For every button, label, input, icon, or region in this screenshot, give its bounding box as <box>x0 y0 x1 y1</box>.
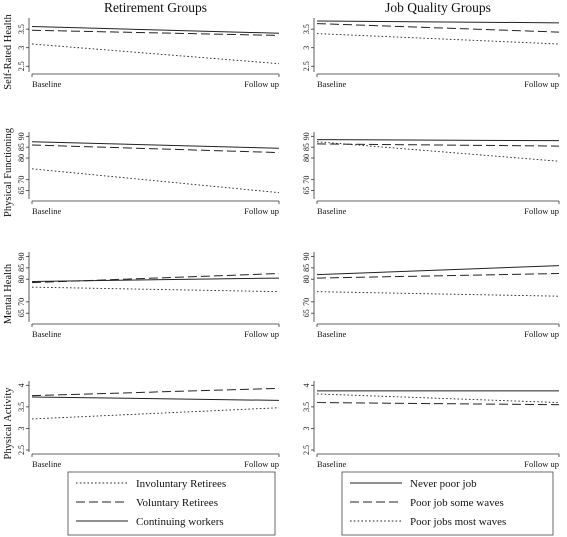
row-label: Physical Functioning <box>3 127 14 217</box>
y-tick-label: 70 <box>17 176 26 184</box>
legend-entry-label: Voluntary Retirees <box>136 497 218 509</box>
panel-2-1: 65 70 80 85 90 Baseline Follow up <box>302 252 560 339</box>
series-line-dotted <box>316 33 560 45</box>
x-tick-label: Follow up <box>524 459 559 469</box>
y-tick-label: 3 <box>302 46 311 50</box>
series-line-dotted <box>31 43 280 65</box>
legend-box <box>67 471 276 536</box>
panel-3-0: 2.5 3 3.5 4 Baseline Follow up <box>17 381 280 469</box>
legend-entry-label: Poor jobs most waves <box>410 516 506 528</box>
series-line-dashed <box>316 273 560 279</box>
x-tick-label: Follow up <box>524 79 559 89</box>
y-tick-label: 85 <box>17 143 26 151</box>
series-line-dashed <box>316 23 560 33</box>
y-tick-label: 3 <box>17 426 26 430</box>
series-line-dotted <box>31 168 280 194</box>
x-tick-label: Follow up <box>524 206 559 216</box>
legend-retirement: Involuntary Retirees Voluntary Retirees Co… <box>67 471 276 536</box>
series-line-solid <box>316 139 560 142</box>
row-label: Self-Rated Health <box>3 13 14 89</box>
x-tick-label: Baseline <box>317 79 346 89</box>
y-tick-label: 3.5 <box>302 24 311 34</box>
legend-entry-label: Involuntary Retirees <box>136 478 226 490</box>
y-tick-label: 3.5 <box>302 402 311 412</box>
panel-0-1: 2.5 3 3.5 Baseline Follow up <box>302 18 560 89</box>
x-tick-label: Follow up <box>244 79 279 89</box>
x-tick-label: Baseline <box>317 459 346 469</box>
series-line-dotted <box>316 291 560 297</box>
panel-3-1: 2.5 3 3.5 4 Baseline Follow up <box>302 381 560 469</box>
x-tick-label: Baseline <box>32 79 61 89</box>
y-tick-label: 4 <box>302 383 311 387</box>
row-label: Physical Activity <box>3 387 14 460</box>
series-line-solid <box>31 396 280 401</box>
y-tick-label: 4 <box>17 383 26 387</box>
y-tick-label: 3 <box>302 426 311 430</box>
y-tick-label: 90 <box>17 132 26 140</box>
x-tick-label: Follow up <box>244 329 279 339</box>
y-tick-label: 2.5 <box>17 61 26 71</box>
y-tick-label: 85 <box>302 143 311 151</box>
x-tick-label: Follow up <box>524 329 559 339</box>
x-tick-label: Follow up <box>244 459 279 469</box>
panel-1-1: 65 70 80 85 90 Baseline Follow up <box>302 132 560 216</box>
y-tick-label: 65 <box>302 187 311 195</box>
y-tick-label: 70 <box>302 298 311 306</box>
x-tick-label: Baseline <box>317 329 346 339</box>
y-tick-label: 80 <box>302 154 311 162</box>
y-tick-label: 90 <box>302 253 311 261</box>
series-line-dashed <box>31 29 280 36</box>
x-tick-label: Baseline <box>32 329 61 339</box>
legend-entry-label: Continuing workers <box>136 516 224 528</box>
series-line-dashed <box>31 273 280 284</box>
x-tick-label: Baseline <box>32 459 61 469</box>
y-tick-label: 80 <box>302 275 311 283</box>
series-line-dotted <box>31 407 280 420</box>
y-tick-label: 2.5 <box>302 445 311 455</box>
column-title-job-quality: Job Quality Groups <box>385 0 491 15</box>
y-tick-label: 70 <box>302 176 311 184</box>
y-tick-label: 80 <box>17 275 26 283</box>
legend-box <box>341 471 554 536</box>
panel-2-0: 65 70 80 85 90 Baseline Follow up <box>17 252 280 339</box>
y-tick-label: 3 <box>17 46 26 50</box>
x-tick-label: Baseline <box>317 206 346 216</box>
series-line-dotted <box>31 286 280 293</box>
series-line-dotted <box>316 393 560 404</box>
legend-entry-label: Never poor job <box>410 478 477 490</box>
y-tick-label: 3.5 <box>17 402 26 412</box>
series-line-solid <box>31 141 280 149</box>
y-tick-label: 2.5 <box>17 445 26 455</box>
y-tick-label: 90 <box>17 253 26 261</box>
y-tick-label: 3.5 <box>17 24 26 34</box>
y-tick-label: 65 <box>17 309 26 317</box>
y-tick-label: 85 <box>302 264 311 272</box>
panel-1-0: 65 70 80 85 90 Baseline Follow up <box>17 132 280 216</box>
column-title-retirement: Retirement Groups <box>104 0 207 15</box>
y-tick-label: 90 <box>302 132 311 140</box>
series-line-dashed <box>31 387 280 397</box>
x-tick-label: Baseline <box>32 206 61 216</box>
series-line-solid <box>31 277 280 282</box>
legend-job-quality: Never poor job Poor job some waves Poor jo… <box>341 471 554 536</box>
legend-entry-label: Poor job some waves <box>410 497 504 509</box>
y-tick-label: 85 <box>17 264 26 272</box>
series-line-dotted <box>316 141 560 162</box>
series-line-solid <box>316 20 560 24</box>
series-line-solid <box>316 265 560 276</box>
series-line-solid <box>31 26 280 34</box>
x-tick-label: Follow up <box>244 206 279 216</box>
panel-0-0: 2.5 3 3.5 Baseline Follow up <box>17 18 280 89</box>
series-line-dashed <box>31 144 280 154</box>
y-tick-label: 2.5 <box>302 61 311 71</box>
y-tick-label: 65 <box>17 187 26 195</box>
y-tick-label: 70 <box>17 298 26 306</box>
y-tick-label: 65 <box>302 309 311 317</box>
row-label: Mental Health <box>3 263 14 324</box>
series-line-dashed <box>316 402 560 406</box>
series-line-dashed <box>316 143 560 147</box>
y-tick-label: 80 <box>17 154 26 162</box>
